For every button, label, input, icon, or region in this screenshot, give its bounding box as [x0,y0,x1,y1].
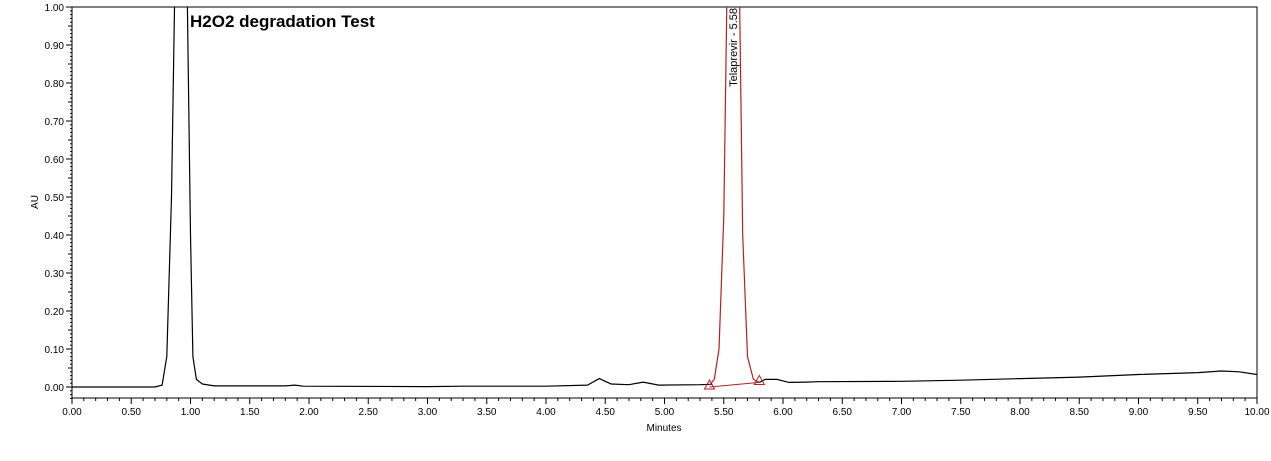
trace-line [72,7,712,388]
x-tick-label: 0.50 [122,407,142,418]
x-axis-label: Minutes [646,423,681,434]
x-tick-label: 2.50 [359,407,379,418]
y-axis-label: AU [30,195,41,209]
x-tick-label: 5.00 [655,407,675,418]
y-tick-label: 0.60 [45,155,65,166]
x-tick-label: 6.50 [833,407,853,418]
peak-marker-triangle [703,378,716,390]
x-tick-label: 7.50 [951,407,971,418]
x-tick-label: 7.00 [892,407,912,418]
trace-line [759,370,1257,384]
chart-title: H2O2 degradation Test [190,12,375,31]
y-tick-label: 1.00 [45,3,65,14]
y-tick-label: 0.50 [45,193,65,204]
y-tick-label: 0.90 [45,41,65,52]
peak-baseline [709,381,760,388]
y-tick-label: 0.80 [45,79,65,90]
y-tick-label: 0.70 [45,117,65,128]
x-tick-label: 1.50 [240,407,260,418]
x-tick-label: 8.00 [1010,407,1030,418]
x-tick-label: 0.00 [62,407,82,418]
y-tick-label: 0.10 [45,345,65,356]
x-tick-label: 9.00 [1129,407,1149,418]
peak-label: Telaprevir - 5.58 [728,8,740,87]
x-tick-label: 10.00 [1244,407,1269,418]
x-tick-label: 3.50 [477,407,497,418]
y-tick-label: 0.00 [45,383,65,394]
y-tick-label: 0.40 [45,231,65,242]
x-tick-label: 9.50 [1188,407,1208,418]
peak-trace [709,7,760,386]
x-tick-label: 8.50 [1070,407,1090,418]
plot-frame [71,6,1258,399]
x-tick-label: 4.00 [536,407,556,418]
x-tick-label: 4.50 [596,407,616,418]
x-tick-label: 3.00 [418,407,438,418]
x-tick-label: 5.50 [714,407,734,418]
peak-marker-triangle [753,374,766,385]
x-tick-label: 2.00 [299,407,319,418]
x-tick-label: 6.00 [773,407,793,418]
y-tick-label: 0.30 [45,269,65,280]
y-tick-label: 0.20 [45,307,65,318]
x-tick-label: 1.00 [181,407,201,418]
